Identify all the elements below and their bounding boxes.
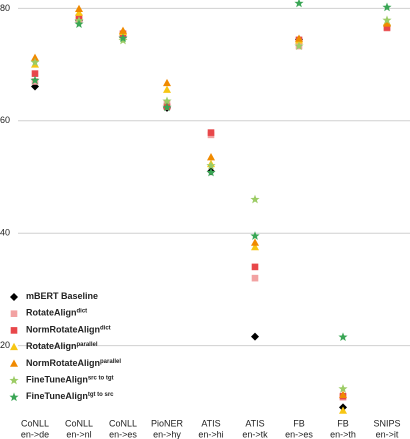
legend-name: FineTuneAlign [26, 375, 88, 385]
x-tick-label: ATIS [245, 418, 264, 428]
x-tick-label: CoNLL [65, 418, 93, 428]
data-point [338, 332, 348, 342]
data-point [75, 8, 83, 16]
legend-superscript: dict [100, 325, 111, 331]
data-point [206, 160, 216, 170]
legend-superscript: src to tgt [88, 375, 114, 381]
data-point [250, 231, 260, 240]
y-tick-label: 60 [0, 115, 10, 125]
legend-name: RotateAlign [26, 308, 77, 318]
legend-label: mBERT Baseline [26, 291, 98, 301]
data-point [383, 24, 391, 31]
legend-superscript: dict [77, 308, 88, 314]
legend-marker [9, 375, 19, 385]
legend-marker [9, 392, 19, 402]
data-point [295, 34, 303, 42]
x-tick-label: en->hi [198, 429, 223, 439]
x-tick-label: en->es [109, 429, 137, 439]
legend-label: FineTuneAligntgt to src [26, 392, 114, 402]
legend-superscript: tgt to src [88, 392, 114, 398]
x-tick-label: CoNLL [21, 418, 49, 428]
x-tick-label: ATIS [201, 418, 220, 428]
legend-marker [10, 310, 18, 317]
legend-name: RotateAlign [26, 341, 77, 351]
x-tick-label: SNIPS [373, 418, 400, 428]
legend-label: FineTuneAlignsrc to tgt [26, 375, 114, 385]
legend-superscript: parallel [100, 358, 121, 364]
x-tick-label: PioNER [151, 418, 184, 428]
data-point [207, 129, 215, 136]
legend-label: NormRotateAlignparallel [26, 358, 121, 368]
data-point [294, 41, 304, 50]
legend-name: FineTuneAlign [26, 392, 88, 402]
legend-marker [10, 359, 18, 367]
data-point [162, 96, 172, 106]
x-tick-label: FB [337, 418, 349, 428]
data-point [30, 75, 40, 85]
data-point [250, 194, 260, 204]
data-point [251, 263, 259, 271]
x-tick-label: en->it [376, 429, 399, 439]
data-point [339, 406, 347, 414]
legend-marker [10, 327, 18, 334]
x-tick-label: en->th [330, 429, 356, 439]
y-tick-label: 40 [0, 228, 10, 238]
x-tick-label: en->nl [66, 429, 91, 439]
legend-superscript: parallel [77, 342, 98, 348]
data-point [163, 85, 171, 93]
data-point [251, 242, 259, 251]
x-tick-label: FB [293, 418, 305, 428]
data-point [382, 2, 392, 12]
legend-label: RotateAligndict [26, 308, 87, 318]
data-point [383, 19, 391, 27]
data-point [339, 390, 347, 399]
legend-name: NormRotateAlign [26, 358, 100, 368]
y-tick-label: 80 [0, 3, 10, 13]
data-point [162, 102, 172, 112]
x-tick-label: en->tk [242, 429, 268, 439]
legend-name: mBERT Baseline [26, 291, 98, 301]
data-point [294, 0, 304, 8]
x-tick-label: CoNLL [109, 418, 137, 428]
data-point [382, 15, 392, 25]
y-tick-label: 20 [0, 340, 10, 350]
data-point [206, 167, 216, 177]
legend-label: RotateAlignparallel [26, 341, 98, 351]
x-tick-label: en->hy [153, 429, 181, 439]
data-point [251, 332, 259, 341]
data-point [118, 33, 128, 43]
legend-marker [10, 293, 18, 301]
legend-marker [10, 342, 18, 351]
data-point [31, 70, 39, 77]
data-point [207, 153, 215, 161]
data-point [119, 26, 127, 34]
legend-label: NormRotateAligndict [26, 325, 111, 335]
data-point [251, 274, 259, 282]
data-point [31, 53, 39, 61]
data-point [75, 4, 83, 12]
x-tick-label: en->de [21, 429, 49, 439]
data-point [163, 78, 171, 87]
data-point [338, 384, 348, 393]
x-tick-label: en->es [285, 429, 313, 439]
data-point [74, 19, 84, 29]
data-point [30, 57, 40, 67]
data-point [251, 238, 259, 246]
legend-name: NormRotateAlign [26, 325, 100, 335]
